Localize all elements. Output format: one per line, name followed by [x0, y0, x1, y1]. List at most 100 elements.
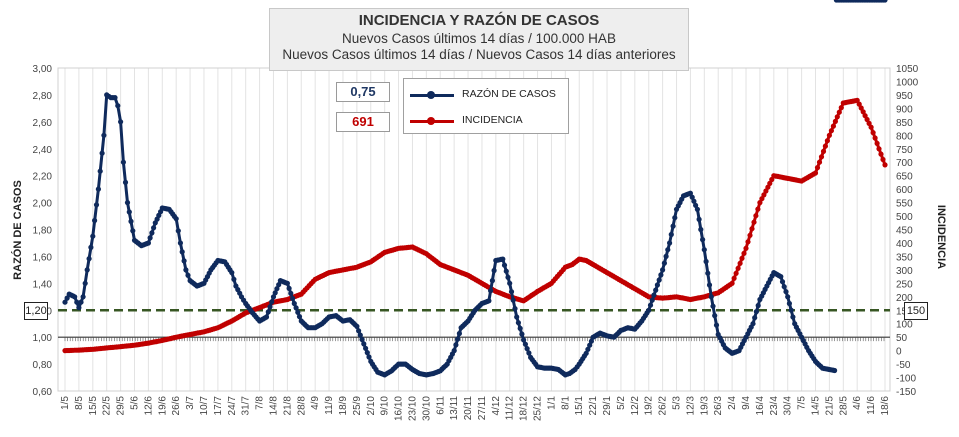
ratio-point: [82, 280, 88, 286]
x-tick-label: 6/11: [435, 396, 446, 415]
ratio-point: [456, 330, 462, 337]
x-tick-label: 30/10: [421, 396, 432, 421]
x-tick-label: 12/3: [685, 396, 696, 416]
y2-tick-label: 700: [896, 158, 913, 169]
incidence-point: [872, 135, 878, 141]
x-tick-label: 15/1: [574, 396, 585, 416]
ratio-point: [660, 267, 666, 273]
x-tick-label: 14/8: [268, 396, 279, 416]
y2-tick-label: 0: [896, 347, 902, 358]
ratio-point: [80, 294, 86, 300]
incidence-point: [834, 114, 840, 120]
ratio-point: [354, 323, 360, 329]
x-tick-label: 4/12: [491, 396, 502, 416]
ratio-point: [514, 314, 520, 320]
x-tick-label: 5/6: [129, 396, 140, 410]
ratio-point: [647, 302, 654, 308]
ratio-point: [147, 235, 153, 241]
ratio-point: [658, 272, 664, 278]
x-axis-ticks: 1/5 8/5 15/5 22/5 29/5 5/6 12/6 19/6 26/6 3/7 10/7…: [60, 396, 891, 421]
ratio-point: [515, 320, 522, 326]
ratio-point: [284, 280, 290, 286]
x-tick-label: 12/6: [143, 396, 154, 416]
ratio-point: [712, 313, 718, 319]
title-box: INCIDENCIA Y RAZÓN DE CASOS Nuevos Casos…: [269, 8, 689, 71]
ratio-point: [587, 342, 593, 348]
left-axis-ticks: 0,600,801,001,201,401,601,802,002,202,40…: [33, 64, 53, 398]
incidence-point: [751, 219, 757, 225]
ratio-point: [703, 258, 709, 265]
ratio-point: [750, 321, 756, 327]
incidence-point: [755, 206, 761, 212]
x-tick-label: 8/5: [74, 396, 85, 410]
ratio-point: [651, 292, 657, 298]
incidence-point: [826, 132, 833, 138]
ratio-point: [181, 258, 187, 264]
incidence-point: [753, 213, 759, 219]
incidence-current-value: 691: [336, 112, 390, 132]
ratio-point: [177, 240, 183, 246]
ratio-point: [451, 348, 457, 354]
ratio-point: [510, 297, 516, 303]
ratio-point: [753, 309, 760, 315]
ratio-point: [708, 294, 714, 300]
ratio-point: [293, 305, 299, 311]
ratio-point: [488, 288, 494, 294]
legend-label-incidence: INCIDENCIA: [462, 114, 523, 126]
x-tick-label: 18/6: [880, 396, 891, 416]
x-tick-label: 25/12: [533, 396, 544, 421]
ratio-point: [701, 247, 707, 253]
y2-tick-label: -150: [896, 387, 916, 398]
incidence-point: [743, 245, 749, 251]
ratio-point: [267, 304, 273, 310]
right-axis-ticks: -150-100-5005010015020025030035040045050…: [896, 64, 919, 398]
incidence-point: [731, 275, 737, 281]
x-tick-label: 2/10: [366, 396, 377, 416]
ratio-point: [62, 299, 68, 305]
ratio-point: [687, 190, 694, 196]
ratio-point: [112, 95, 118, 101]
ratio-point: [526, 350, 532, 356]
ratio-point: [183, 267, 189, 273]
x-tick-label: 28/5: [838, 396, 849, 416]
x-tick-label: 9/10: [380, 396, 391, 416]
ratio-point: [74, 299, 80, 305]
incidence-point: [761, 192, 767, 198]
ratio-point: [667, 240, 673, 246]
incidence-point: [729, 280, 735, 286]
y2-tick-label: 1000: [896, 77, 919, 88]
y-tick-label: 2,80: [33, 91, 53, 102]
y2-tick-label: 750: [896, 145, 913, 156]
ratio-point: [86, 256, 92, 262]
ratio-point: [95, 186, 101, 192]
x-tick-label: 7/8: [255, 396, 266, 410]
ratio-point: [76, 305, 82, 311]
x-tick-label: 26/6: [171, 396, 182, 416]
x-tick-label: 3/7: [185, 396, 196, 410]
ratio-point: [694, 206, 701, 212]
incidence-point: [818, 154, 825, 160]
ratio-point: [665, 247, 671, 253]
ratio-point: [522, 341, 529, 347]
ratio-point: [88, 244, 94, 250]
ratio-point: [661, 260, 668, 266]
ratio-point: [120, 159, 126, 165]
x-tick-label: 5/3: [672, 396, 683, 410]
x-tick-label: 20/11: [463, 396, 474, 421]
x-tick-label: 29/1: [602, 396, 613, 416]
ratio-point: [84, 267, 90, 273]
incidence-point: [856, 101, 862, 107]
ratio-point: [151, 225, 157, 231]
incidence-point: [822, 143, 829, 149]
ratio-point: [689, 194, 695, 200]
ratio-point: [115, 103, 121, 109]
legend: RAZÓN DE CASOS INCIDENCIA: [403, 78, 569, 134]
incidence-point: [749, 226, 755, 232]
reference-label-right: 150: [904, 302, 928, 320]
x-tick-label: 26/3: [713, 396, 724, 416]
incidence-point: [828, 128, 835, 134]
x-tick-label: 2/4: [727, 396, 738, 410]
ratio-point: [752, 315, 758, 321]
ratio-point: [229, 270, 235, 276]
ratio-point: [78, 299, 84, 305]
